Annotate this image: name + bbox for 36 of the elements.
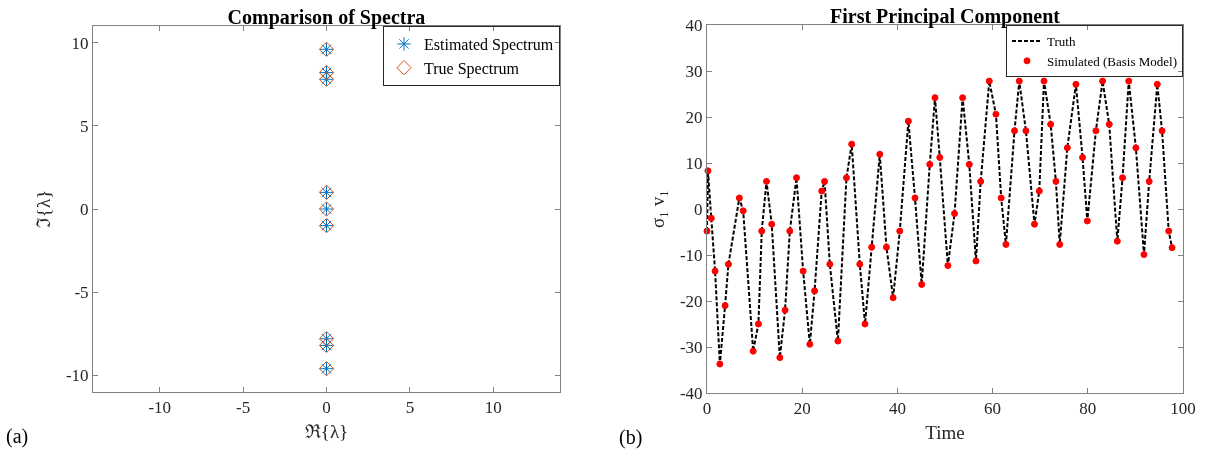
y-tick-label: -40 — [679, 383, 703, 403]
legend-label: Truth — [1047, 34, 1076, 50]
x-tick-label: -10 — [148, 398, 172, 418]
y-tick-label: -10 — [65, 366, 89, 386]
y-tick-label: -20 — [679, 291, 703, 311]
y-tick-label: -30 — [679, 337, 703, 357]
legend-label: True Spectrum — [424, 59, 520, 78]
y-tick-label: 10 — [685, 153, 703, 173]
x-tick-label: 10 — [484, 398, 502, 418]
x-axis-title: ℜ{λ} — [304, 421, 349, 443]
text: (b) — [619, 426, 643, 449]
x-tick-label: 5 — [405, 398, 415, 418]
y-tick-label: 5 — [80, 116, 89, 136]
y-axis-title: σ₁ v₁ — [646, 190, 668, 228]
text: (a) — [6, 425, 29, 448]
y-tick-label: 30 — [685, 61, 703, 81]
x-tick-label: 60 — [984, 399, 1002, 419]
legend-label: Estimated Spectrum — [424, 36, 554, 55]
x-tick-label: 40 — [888, 399, 906, 419]
x-tick-label: 0 — [322, 398, 331, 418]
legend-label: Simulated (Basis Model) — [1047, 53, 1177, 69]
chart-title: First Principal Component — [830, 5, 1061, 28]
x-tick-label: -5 — [236, 398, 251, 418]
y-tick-label: -10 — [679, 245, 703, 265]
x-tick-label: 80 — [1079, 399, 1097, 419]
y-tick-label: 40 — [685, 15, 703, 35]
x-axis-title: Time — [925, 422, 965, 444]
y-tick-label: 0 — [80, 199, 89, 219]
x-tick-label: 20 — [793, 399, 811, 419]
y-tick-label: 10 — [71, 33, 89, 53]
x-tick-label: 100 — [1170, 399, 1196, 419]
chart-title: Comparison of Spectra — [227, 6, 426, 29]
y-axis-title: ℑ{λ} — [32, 189, 54, 229]
y-tick-label: 0 — [694, 199, 703, 219]
y-tick-label: -5 — [74, 283, 89, 303]
y-tick-label: 20 — [685, 107, 703, 127]
